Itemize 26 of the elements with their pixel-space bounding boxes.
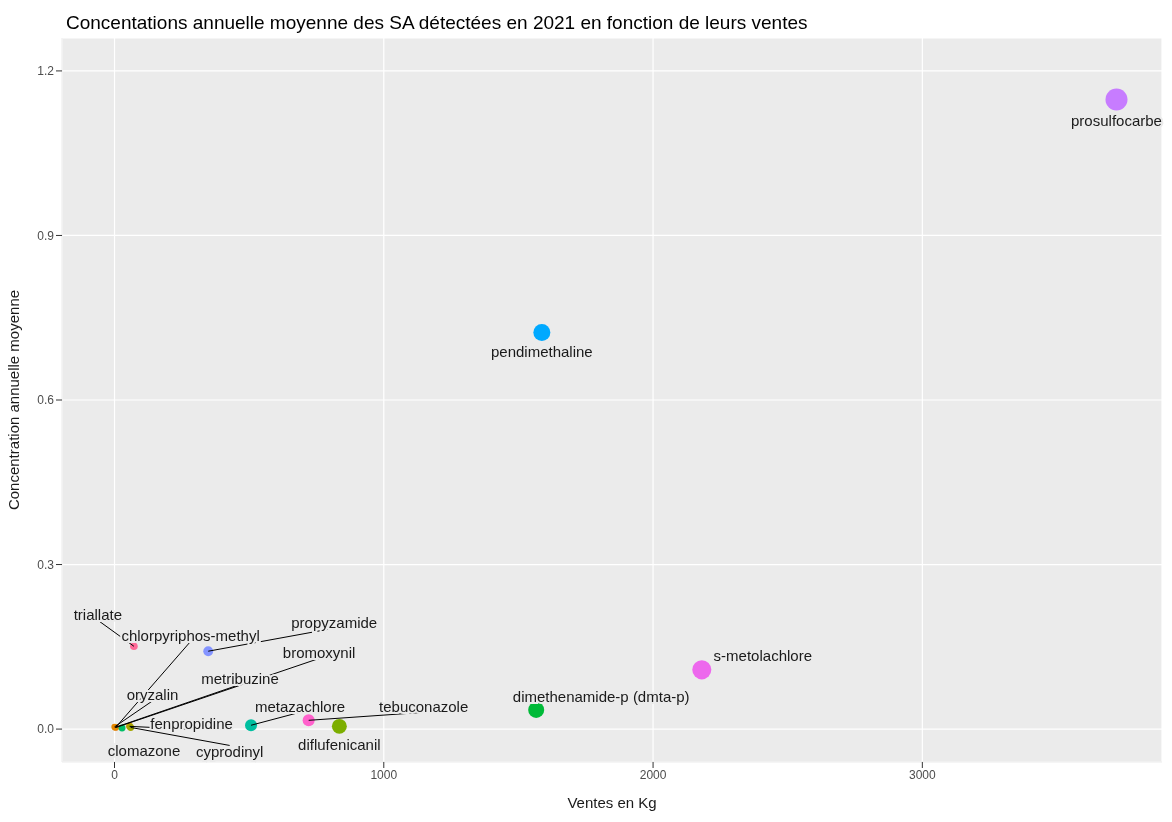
y-axis-title: Concentration annuelle moyenne — [5, 289, 23, 511]
chart-title: Concentations annuelle moyenne des SA détectées en 2021 en fonction de leurs ventes — [65, 11, 809, 34]
series-label: fenpropidine — [150, 714, 233, 732]
series-label: prosulfocarbe — [1071, 111, 1162, 129]
x-tick-label: 0 — [111, 767, 119, 782]
y-tick-label: 0.3 — [37, 557, 55, 572]
x-tick-label: 3000 — [908, 767, 937, 782]
text: bromoxynil — [282, 643, 356, 661]
text: tebuconazole — [379, 697, 469, 715]
series-label: triallate — [73, 605, 123, 623]
series-label: s-metolachlore — [713, 647, 812, 665]
y-tick-label: 0.6 — [37, 393, 55, 408]
x-axis-title: Ventes en Kg — [567, 794, 657, 811]
y-tick-label: 1.2 — [37, 64, 55, 79]
text: propyzamide — [291, 613, 378, 631]
series-label: clomazone — [107, 742, 181, 760]
series-label: pendimethaline — [490, 343, 593, 361]
series-label: diflufenicanil — [298, 735, 381, 753]
x-tick-label: 2000 — [639, 767, 667, 782]
series-label: dimethenamide-p (dmta-p) — [512, 688, 690, 706]
series-label: metazachlore — [255, 697, 346, 715]
text: chlorpyriphos-methyl — [121, 626, 260, 644]
y-tick-label: 0.0 — [37, 722, 55, 737]
x-tick-label: 1000 — [370, 767, 398, 782]
text: cyprodinyl — [195, 742, 264, 760]
y-tick-label: 0.9 — [37, 228, 55, 243]
